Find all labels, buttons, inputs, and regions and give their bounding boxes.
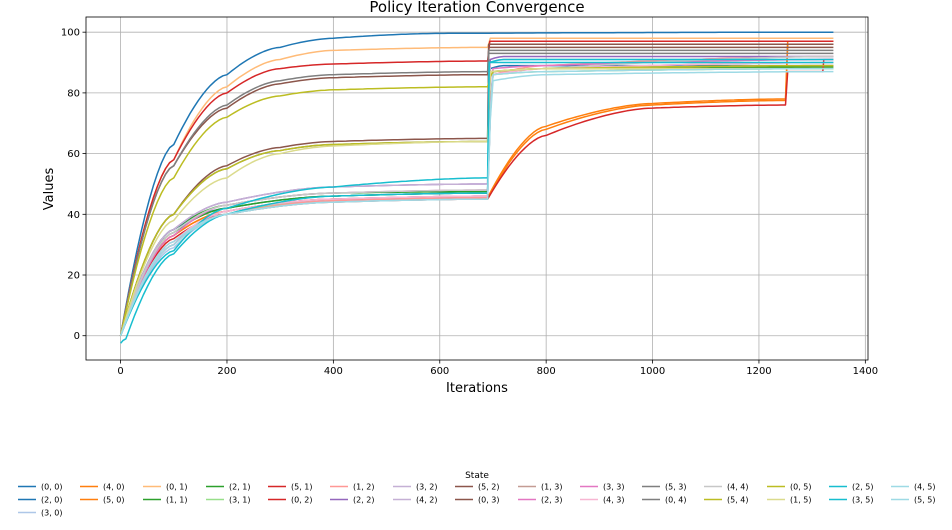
legend-label: (0, 4) <box>665 496 687 505</box>
x-tick-label: 600 <box>430 366 449 377</box>
legend-item: (0, 5) <box>767 483 812 492</box>
legend-item: (3, 0) <box>18 509 63 518</box>
legend-item: (4, 5) <box>891 483 936 492</box>
x-tick-label: 1000 <box>640 366 665 377</box>
legend-label: (0, 2) <box>291 496 313 505</box>
legend-item: (3, 2) <box>393 483 438 492</box>
legend-item: (0, 3) <box>455 496 500 505</box>
x-axis-label: Iterations <box>446 381 508 396</box>
legend-title: State <box>465 471 489 481</box>
legend-item: (5, 4) <box>704 496 749 505</box>
y-tick-label: 20 <box>67 271 80 282</box>
legend-label: (1, 3) <box>541 483 563 492</box>
legend-label: (5, 5) <box>914 496 936 505</box>
legend: State (0, 0) (4, 0) (0, 1) (2, 1) (5, 1) (1, … <box>18 471 936 518</box>
legend-label: (4, 5) <box>914 483 936 492</box>
series-line-0-2 <box>119 40 834 336</box>
x-tick-label: 0 <box>117 366 123 377</box>
x-tick-label: 200 <box>217 366 236 377</box>
legend-label: (4, 4) <box>727 483 749 492</box>
y-tick-label: 0 <box>74 331 80 342</box>
y-tick-label: 60 <box>67 149 80 160</box>
legend-label: (2, 0) <box>41 496 63 505</box>
chart-title: Policy Iteration Convergence <box>369 0 584 16</box>
legend-item: (5, 1) <box>268 483 313 492</box>
legend-label: (0, 0) <box>41 483 63 492</box>
legend-item: (4, 0) <box>80 483 125 492</box>
legend-label: (5, 1) <box>291 483 313 492</box>
legend-item: (1, 1) <box>143 496 188 505</box>
legend-item: (0, 2) <box>268 496 313 505</box>
series-line-3-3 <box>119 61 834 336</box>
legend-label: (3, 5) <box>852 496 874 505</box>
legend-label: (1, 5) <box>790 496 812 505</box>
legend-item: (5, 0) <box>80 496 125 505</box>
legend-label: (3, 2) <box>416 483 438 492</box>
y-tick-label: 80 <box>67 88 80 99</box>
legend-label: (5, 4) <box>727 496 749 505</box>
legend-item: (1, 5) <box>767 496 812 505</box>
legend-label: (5, 0) <box>103 496 125 505</box>
x-tick-label: 1400 <box>853 366 878 377</box>
legend-label: (3, 0) <box>41 509 63 518</box>
legend-item: (2, 2) <box>330 496 375 505</box>
legend-item: (3, 1) <box>206 496 251 505</box>
series-line-4-5 <box>119 70 834 336</box>
legend-item: (3, 3) <box>580 483 625 492</box>
series-line-0-0 <box>119 31 834 336</box>
legend-label: (3, 1) <box>229 496 251 505</box>
legend-item: (1, 2) <box>330 483 375 492</box>
legend-item: (0, 0) <box>18 483 63 492</box>
legend-label: (5, 2) <box>478 483 500 492</box>
legend-item: (0, 1) <box>143 483 188 492</box>
legend-item: (3, 5) <box>829 496 874 505</box>
legend-label: (1, 2) <box>353 483 375 492</box>
series-line-1-5 <box>119 61 834 336</box>
legend-label: (4, 3) <box>603 496 625 505</box>
legend-item: (5, 2) <box>455 483 500 492</box>
legend-label: (2, 1) <box>229 483 251 492</box>
x-tick-label: 800 <box>537 366 556 377</box>
legend-item: (1, 3) <box>518 483 563 492</box>
legend-item: (0, 4) <box>642 496 687 505</box>
legend-label: (2, 3) <box>541 496 563 505</box>
legend-label: (1, 1) <box>166 496 188 505</box>
legend-item: (5, 5) <box>891 496 936 505</box>
legend-label: (4, 0) <box>103 483 125 492</box>
legend-label: (2, 2) <box>353 496 375 505</box>
y-axis-label: Values <box>42 168 57 211</box>
series-line-0-1 <box>119 37 834 336</box>
legend-label: (0, 1) <box>166 483 188 492</box>
legend-item: (2, 5) <box>829 483 874 492</box>
legend-label: (0, 3) <box>478 496 500 505</box>
x-tick-label: 400 <box>324 366 343 377</box>
legend-label: (0, 5) <box>790 483 812 492</box>
legend-item: (5, 3) <box>642 483 687 492</box>
plot-frame <box>85 16 869 361</box>
series-line-0-3 <box>119 43 834 336</box>
legend-item: (4, 4) <box>704 483 749 492</box>
y-axis: 0 20 40 60 80 100 <box>61 28 86 342</box>
legend-item: (2, 3) <box>518 496 563 505</box>
legend-label: (2, 5) <box>852 483 874 492</box>
legend-item: (2, 0) <box>18 496 63 505</box>
series-line-2-5 <box>120 58 834 344</box>
legend-item: (4, 3) <box>580 496 625 505</box>
series-line-5-2 <box>119 46 834 336</box>
series-line-5-3 <box>119 49 834 336</box>
legend-item: (2, 1) <box>206 483 251 492</box>
legend-label: (3, 3) <box>603 483 625 492</box>
legend-item: (4, 2) <box>393 496 438 505</box>
legend-items: (0, 0) (4, 0) (0, 1) (2, 1) (5, 1) (1, 2) (3, … <box>18 483 936 518</box>
x-tick-label: 1200 <box>746 366 771 377</box>
series-layer <box>119 31 834 344</box>
legend-label: (4, 2) <box>416 496 438 505</box>
y-tick-label: 100 <box>61 28 80 39</box>
legend-label: (5, 3) <box>665 483 687 492</box>
y-tick-label: 40 <box>67 210 80 221</box>
x-axis: 0 200 400 600 800 1000 1200 1400 <box>117 360 878 377</box>
